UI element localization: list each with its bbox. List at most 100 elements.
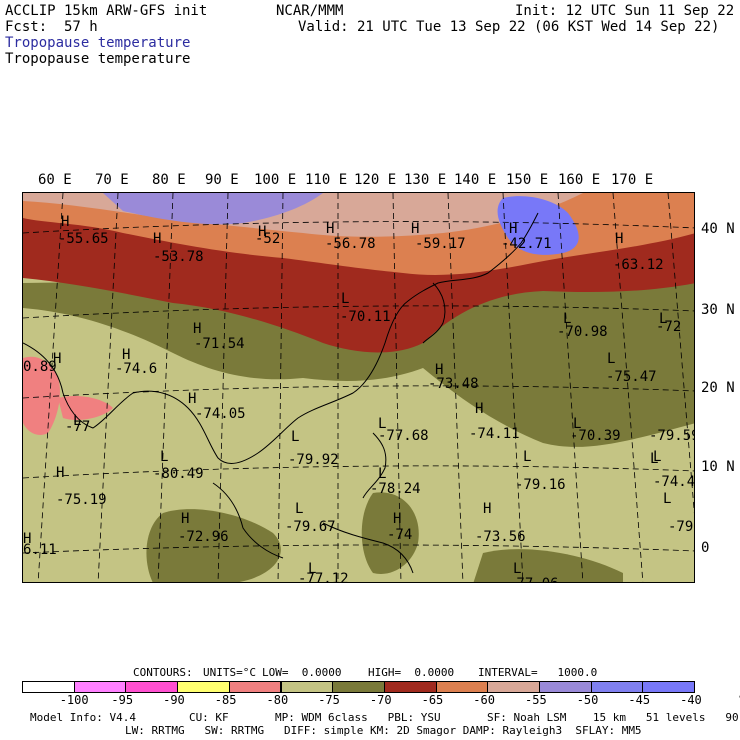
cold-patch-india-2 [58,396,113,420]
coastline-indochina [212,482,284,559]
colorbar-tick: -60 [473,693,495,707]
low-marker: L [378,466,386,482]
longitude-label: 140 E [454,172,497,188]
latitude-label: 40 N [701,221,735,237]
colorbar-tick: -95 [111,693,134,707]
pressure-value: -77.12 [298,571,349,583]
low-marker: L [659,311,667,327]
longitude-label: 150 E [506,172,549,188]
low-marker: L [341,291,349,307]
colorbar-swatch [125,681,179,693]
low-marker: L [523,449,531,465]
coastline-asia [23,212,539,464]
pressure-labels: H-55.65 H-53.78H-52H-56.78H-59.17H-42.71 H… [23,214,695,583]
pressure-value: -75.19 [56,492,107,508]
valid-time: Valid: 21 UTC Tue 13 Sep 22 (06 KST Wed … [298,19,720,35]
longitude-label: 90 E [205,172,239,188]
high-marker: H [56,465,64,481]
colorbar-swatch [383,681,437,693]
pressure-value: -74 [387,527,412,543]
purple-patch-west [103,193,323,225]
low-label: LOW= 0.0000 [262,666,342,679]
high-marker: H [475,401,483,417]
low-marker: L [73,413,81,429]
colorbar-tick: -45 [628,693,651,707]
colorbar-tick: -50 [576,693,599,707]
high-marker: H [435,362,443,378]
center-name: NCAR/MMM [276,3,344,19]
colorbar-tick: -40 [680,693,702,707]
pressure-value: 0.89 [23,359,57,375]
high-marker: H [122,347,130,363]
pressure-value: -63.12 [613,257,664,273]
colorbar-swatch [73,681,127,693]
colorbar-tick: -90 [163,693,185,707]
longitude-label: 100 E [254,172,297,188]
low-marker: L [295,501,303,517]
colorbar-tick: -65 [421,693,444,707]
high-marker: H [181,511,189,527]
pressure-value: -79.67 [285,519,336,535]
low-marker: L [160,449,168,465]
model-info-line-1: Model Info: V4.4 CU: KF MP: WDM 6class P… [30,711,740,724]
low-marker: L [291,429,299,445]
colorbar-swatch [280,681,334,693]
colorbar-swatch [332,681,385,693]
longitude-label: 170 E [611,172,654,188]
interval-label: INTERVAL= 1000.0 [478,666,598,679]
high-marker: H [193,321,201,337]
colorbar-tick: -80 [266,693,289,707]
pressure-value: -75.47 [606,369,657,385]
high-marker: H [258,224,266,240]
pressure-value: -80.49 [153,466,204,482]
pressure-value: -70.98 [557,324,608,340]
olive-patch-pacific [473,549,623,582]
low-marker: L [308,561,316,577]
pressure-value: -74.11 [469,426,520,442]
colorbar-tick: -55 [525,693,547,707]
colorbar-swatch [487,681,540,693]
colorbar-swatch [539,681,592,693]
colorbar-swatch [22,681,75,693]
high-marker: H [393,511,401,527]
colorbar-swatch [642,681,696,693]
forecast-label: Fcst: [5,19,48,35]
longitude-label: 160 E [558,172,601,188]
high-marker: H [23,531,31,547]
low-marker: L [563,311,571,327]
pressure-value: -72 [656,319,681,335]
latitude-label: 20 N [701,380,735,396]
high-marker: H [615,231,623,247]
pressure-value: -53.78 [153,249,204,265]
colorbar-swatch [228,681,282,693]
forecast-hour: 57 h [64,19,98,35]
model-info-line-2: LW: RRTMG SW: RRTMG DIFF: simple KM: 2D … [125,724,642,737]
field-title-primary: Tropopause temperature [5,35,191,51]
low-marker: L [573,416,581,432]
pressure-value: -79 [668,519,693,535]
pressure-value: -73.56 [475,529,526,545]
field-title-secondary: Tropopause temperature [5,51,191,67]
map-panel: H -55.65 H -53.78 H -52 H -56.78 H -59.17 H -42.71 H… [22,192,695,583]
latitude-label: 10 N [701,459,735,475]
latitude-label: 0 [701,540,710,556]
pressure-value: -78.24 [370,481,421,497]
longitude-label: 130 E [404,172,447,188]
pressure-value: -79.16 [515,477,566,493]
low-marker: L [650,451,658,467]
blue-patch-east [497,196,579,255]
longitude-label: 110 E [305,172,348,188]
olive-patch-borneo [361,492,419,574]
low-marker: L [513,561,521,577]
pressure-value: -74.05 [195,406,246,422]
pressure-value: -74.44 [653,474,695,490]
pressure-value: -72.96 [178,529,229,545]
pressure-value: -73.48 [428,376,479,392]
low-marker: L [378,416,386,432]
colorbar-tick: -100 [59,693,89,707]
high-marker: H [53,351,61,367]
coastline-philippines [362,432,387,499]
high-marker: H [61,214,69,230]
colorbar-tick: -70 [369,693,392,707]
pressure-value: -79.59 [649,428,695,444]
